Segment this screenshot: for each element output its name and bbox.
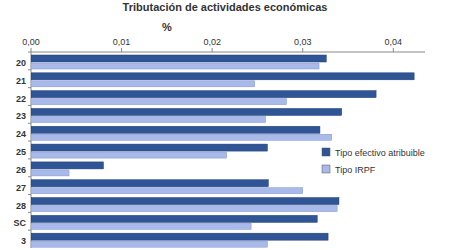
y-tick <box>28 194 31 195</box>
y-tick <box>28 105 31 106</box>
y-tick-label: 3 <box>21 236 26 246</box>
x-tick <box>121 48 122 52</box>
x-axis-line <box>31 52 425 53</box>
y-tick <box>28 69 31 70</box>
bar <box>31 223 251 229</box>
y-tick <box>28 230 31 231</box>
x-tick-label: 0,03 <box>294 37 312 47</box>
chart: Tributación de actividades económicas% 0,… <box>0 0 450 250</box>
x-tick <box>393 48 394 52</box>
y-tick-label: 20 <box>16 58 26 68</box>
bar <box>31 215 317 222</box>
legend-swatch <box>322 148 330 156</box>
y-tick-label: 21 <box>16 76 26 86</box>
x-tick <box>212 48 213 52</box>
y-tick-label: SC <box>13 218 26 228</box>
y-tick-label: 27 <box>16 183 26 193</box>
bar <box>31 126 320 133</box>
bar <box>31 99 286 105</box>
y-tick <box>28 87 31 88</box>
y-tick-label: 24 <box>16 129 26 139</box>
bar <box>31 73 414 80</box>
bar <box>31 170 69 176</box>
bar <box>31 91 376 98</box>
x-tick-label: 0,04 <box>385 37 403 47</box>
x-axis-label: % <box>162 21 172 33</box>
bar <box>31 188 303 194</box>
y-tick <box>28 212 31 213</box>
bar <box>31 241 267 247</box>
legend-swatch <box>322 165 330 173</box>
bar <box>31 198 339 205</box>
bar <box>31 206 337 212</box>
y-tick-label: 26 <box>16 165 26 175</box>
y-tick-label: 28 <box>16 201 26 211</box>
x-tick <box>31 48 32 52</box>
bar <box>31 144 267 151</box>
y-tick <box>28 158 31 159</box>
legend-label: Tipo efectivo atribuible <box>335 148 425 158</box>
bar <box>31 180 268 187</box>
x-tick-label: 0,00 <box>22 37 40 47</box>
y-tick <box>28 141 31 142</box>
y-tick <box>28 123 31 124</box>
bar <box>31 81 255 87</box>
bar <box>31 108 342 115</box>
y-tick <box>28 176 31 177</box>
bar <box>31 116 266 122</box>
bar <box>31 152 227 158</box>
x-tick-label: 0,02 <box>203 37 221 47</box>
x-tick-label: 0,01 <box>113 37 131 47</box>
y-tick <box>28 52 31 53</box>
title: Tributación de actividades económicas <box>123 1 328 13</box>
bar <box>31 63 319 69</box>
bar <box>31 162 103 169</box>
bar <box>31 233 328 240</box>
y-tick-label: 25 <box>16 147 26 157</box>
bar <box>31 134 332 140</box>
x-tick <box>302 48 303 52</box>
legend-label: Tipo IRPF <box>335 165 376 175</box>
y-tick-label: 22 <box>16 94 26 104</box>
bar <box>31 55 326 62</box>
y-tick-label: 23 <box>16 111 26 121</box>
